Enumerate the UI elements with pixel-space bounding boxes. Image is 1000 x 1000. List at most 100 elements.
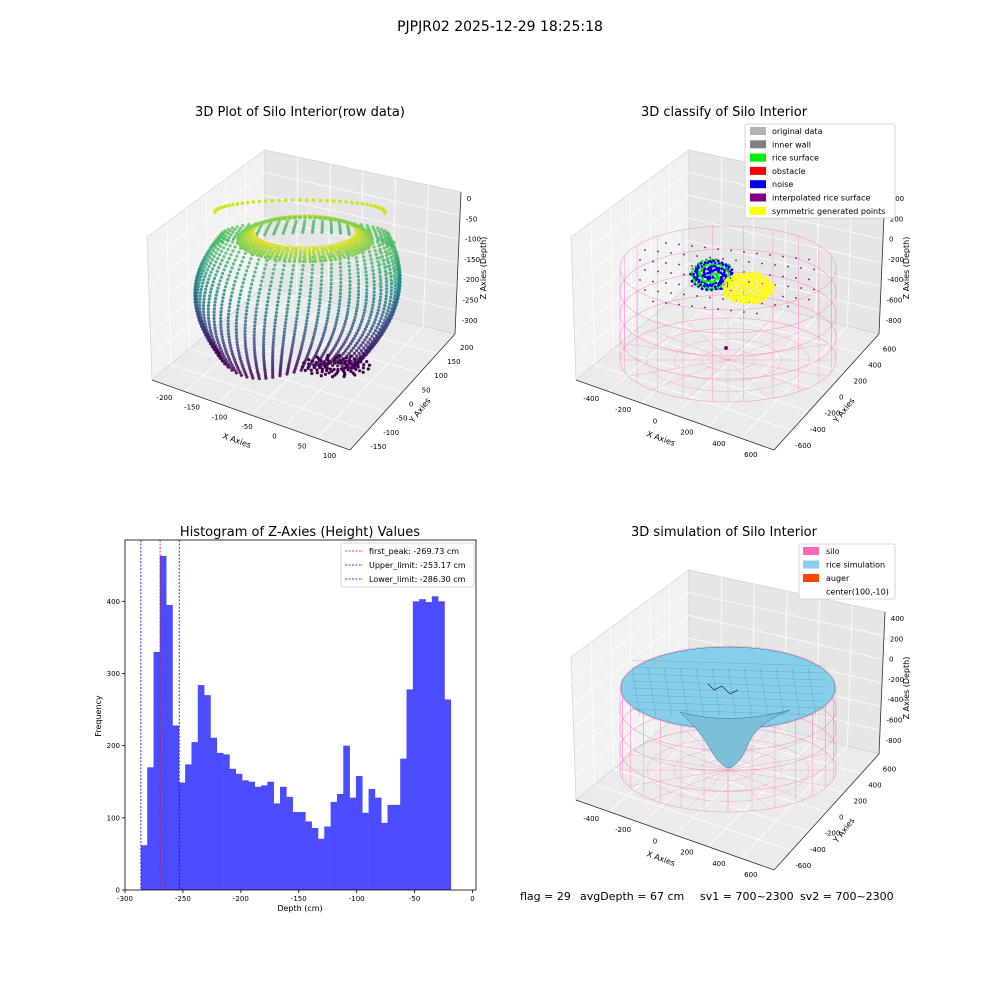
classify-z-tick-label: -600: [886, 297, 902, 305]
raw-point: [266, 296, 270, 300]
raw-point: [224, 285, 228, 289]
raw-point: [365, 360, 369, 364]
raw-point: [320, 275, 324, 279]
raw-point: [342, 244, 346, 248]
simulation-x-tick-label: 600: [744, 871, 757, 879]
raw-point: [264, 374, 268, 378]
raw-point: [357, 247, 362, 251]
raw-point: [331, 252, 335, 256]
raw-point: [268, 256, 272, 260]
raw-point: [291, 341, 295, 345]
raw-point: [269, 254, 274, 258]
raw-point: [195, 273, 200, 277]
classify-noise-point: [717, 277, 720, 281]
raw-point: [318, 256, 322, 260]
raw-point: [225, 352, 229, 356]
raw-point: [332, 199, 336, 203]
raw-point: [391, 307, 395, 311]
raw-point: [216, 248, 220, 252]
raw-point: [258, 251, 262, 255]
raw-point: [320, 230, 324, 234]
raw-point: [216, 256, 220, 260]
raw-point: [327, 371, 331, 375]
raw-point: [378, 282, 382, 286]
raw-point: [357, 282, 361, 286]
raw-point: [398, 277, 402, 281]
raw-point: [271, 375, 275, 379]
raw-point: [362, 346, 366, 350]
raw-point: [389, 278, 393, 282]
raw-point: [203, 291, 207, 295]
raw-point: [290, 346, 294, 350]
classify-symmetric-point: [768, 283, 772, 287]
raw-point: [268, 219, 272, 223]
raw-point: [203, 322, 207, 326]
classify-symmetric-point: [732, 286, 736, 290]
status-flag: flag = 29: [520, 890, 571, 903]
raw-point: [392, 273, 396, 278]
classify-noise-point: [708, 276, 712, 280]
histogram-bar: [166, 604, 173, 890]
histogram-bar: [197, 685, 205, 890]
simulation-mesh-line: [743, 667, 753, 717]
raw-point: [284, 317, 288, 321]
raw-point: [341, 352, 345, 356]
classify-legend-swatch: [750, 193, 766, 202]
raw-point: [335, 245, 339, 250]
classify-noise-point: [706, 271, 710, 275]
raw-point: [255, 253, 260, 257]
histogram-bar: [431, 596, 439, 890]
raw-point: [269, 242, 273, 246]
raw-point: [303, 257, 307, 261]
raw-point: [338, 298, 342, 303]
raw-point: [286, 299, 290, 304]
raw-point: [252, 333, 256, 337]
raw-point: [251, 248, 255, 252]
raw-point: [243, 319, 248, 323]
raw-point: [215, 348, 219, 352]
raw-point: [244, 347, 248, 351]
raw-point: [257, 199, 262, 204]
raw-point: [206, 310, 210, 314]
raw-point: [205, 268, 209, 272]
raw-point: [213, 300, 217, 304]
raw-point: [338, 265, 343, 269]
raw-point: [306, 365, 310, 369]
raw-point: [317, 253, 321, 258]
raw-point: [385, 264, 389, 269]
classify-interpolated-point: [704, 306, 706, 309]
raw-point: [347, 264, 351, 269]
raw-point: [273, 263, 277, 267]
classify-z-tick-label: -200: [888, 256, 904, 264]
classify-interpolated-point: [652, 260, 654, 263]
classify-interpolated-point: [782, 275, 784, 278]
raw-point: [377, 305, 381, 309]
raw-point: [393, 287, 397, 291]
raw-point: [349, 247, 354, 251]
raw-point: [273, 324, 277, 328]
raw-point: [283, 324, 287, 328]
raw-point: [253, 246, 258, 250]
raw-point: [370, 236, 374, 240]
raw-point: [238, 292, 242, 297]
classify-legend-swatch: [750, 153, 766, 162]
raw-point: [207, 300, 211, 304]
raw-point: [197, 267, 201, 271]
raw-point: [193, 285, 198, 289]
simulation-y-tick-label: -400: [810, 846, 826, 854]
raw-point: [239, 289, 243, 293]
simulation-y-axis-line: [773, 753, 880, 871]
raw-point: [245, 305, 249, 309]
histogram-y-tick-label: 300: [107, 670, 120, 678]
raw-point: [255, 367, 259, 371]
raw-point: [319, 341, 323, 345]
raw-point: [248, 290, 252, 294]
raw-point: [378, 256, 382, 260]
classify-symmetric-point: [763, 282, 767, 286]
raw-point: [208, 294, 212, 298]
classify-noise-point: [700, 265, 704, 268]
raw-point: [195, 307, 200, 311]
raw-point: [263, 366, 267, 371]
raw-point: [330, 243, 334, 248]
classify-interpolated-point: [683, 253, 685, 256]
